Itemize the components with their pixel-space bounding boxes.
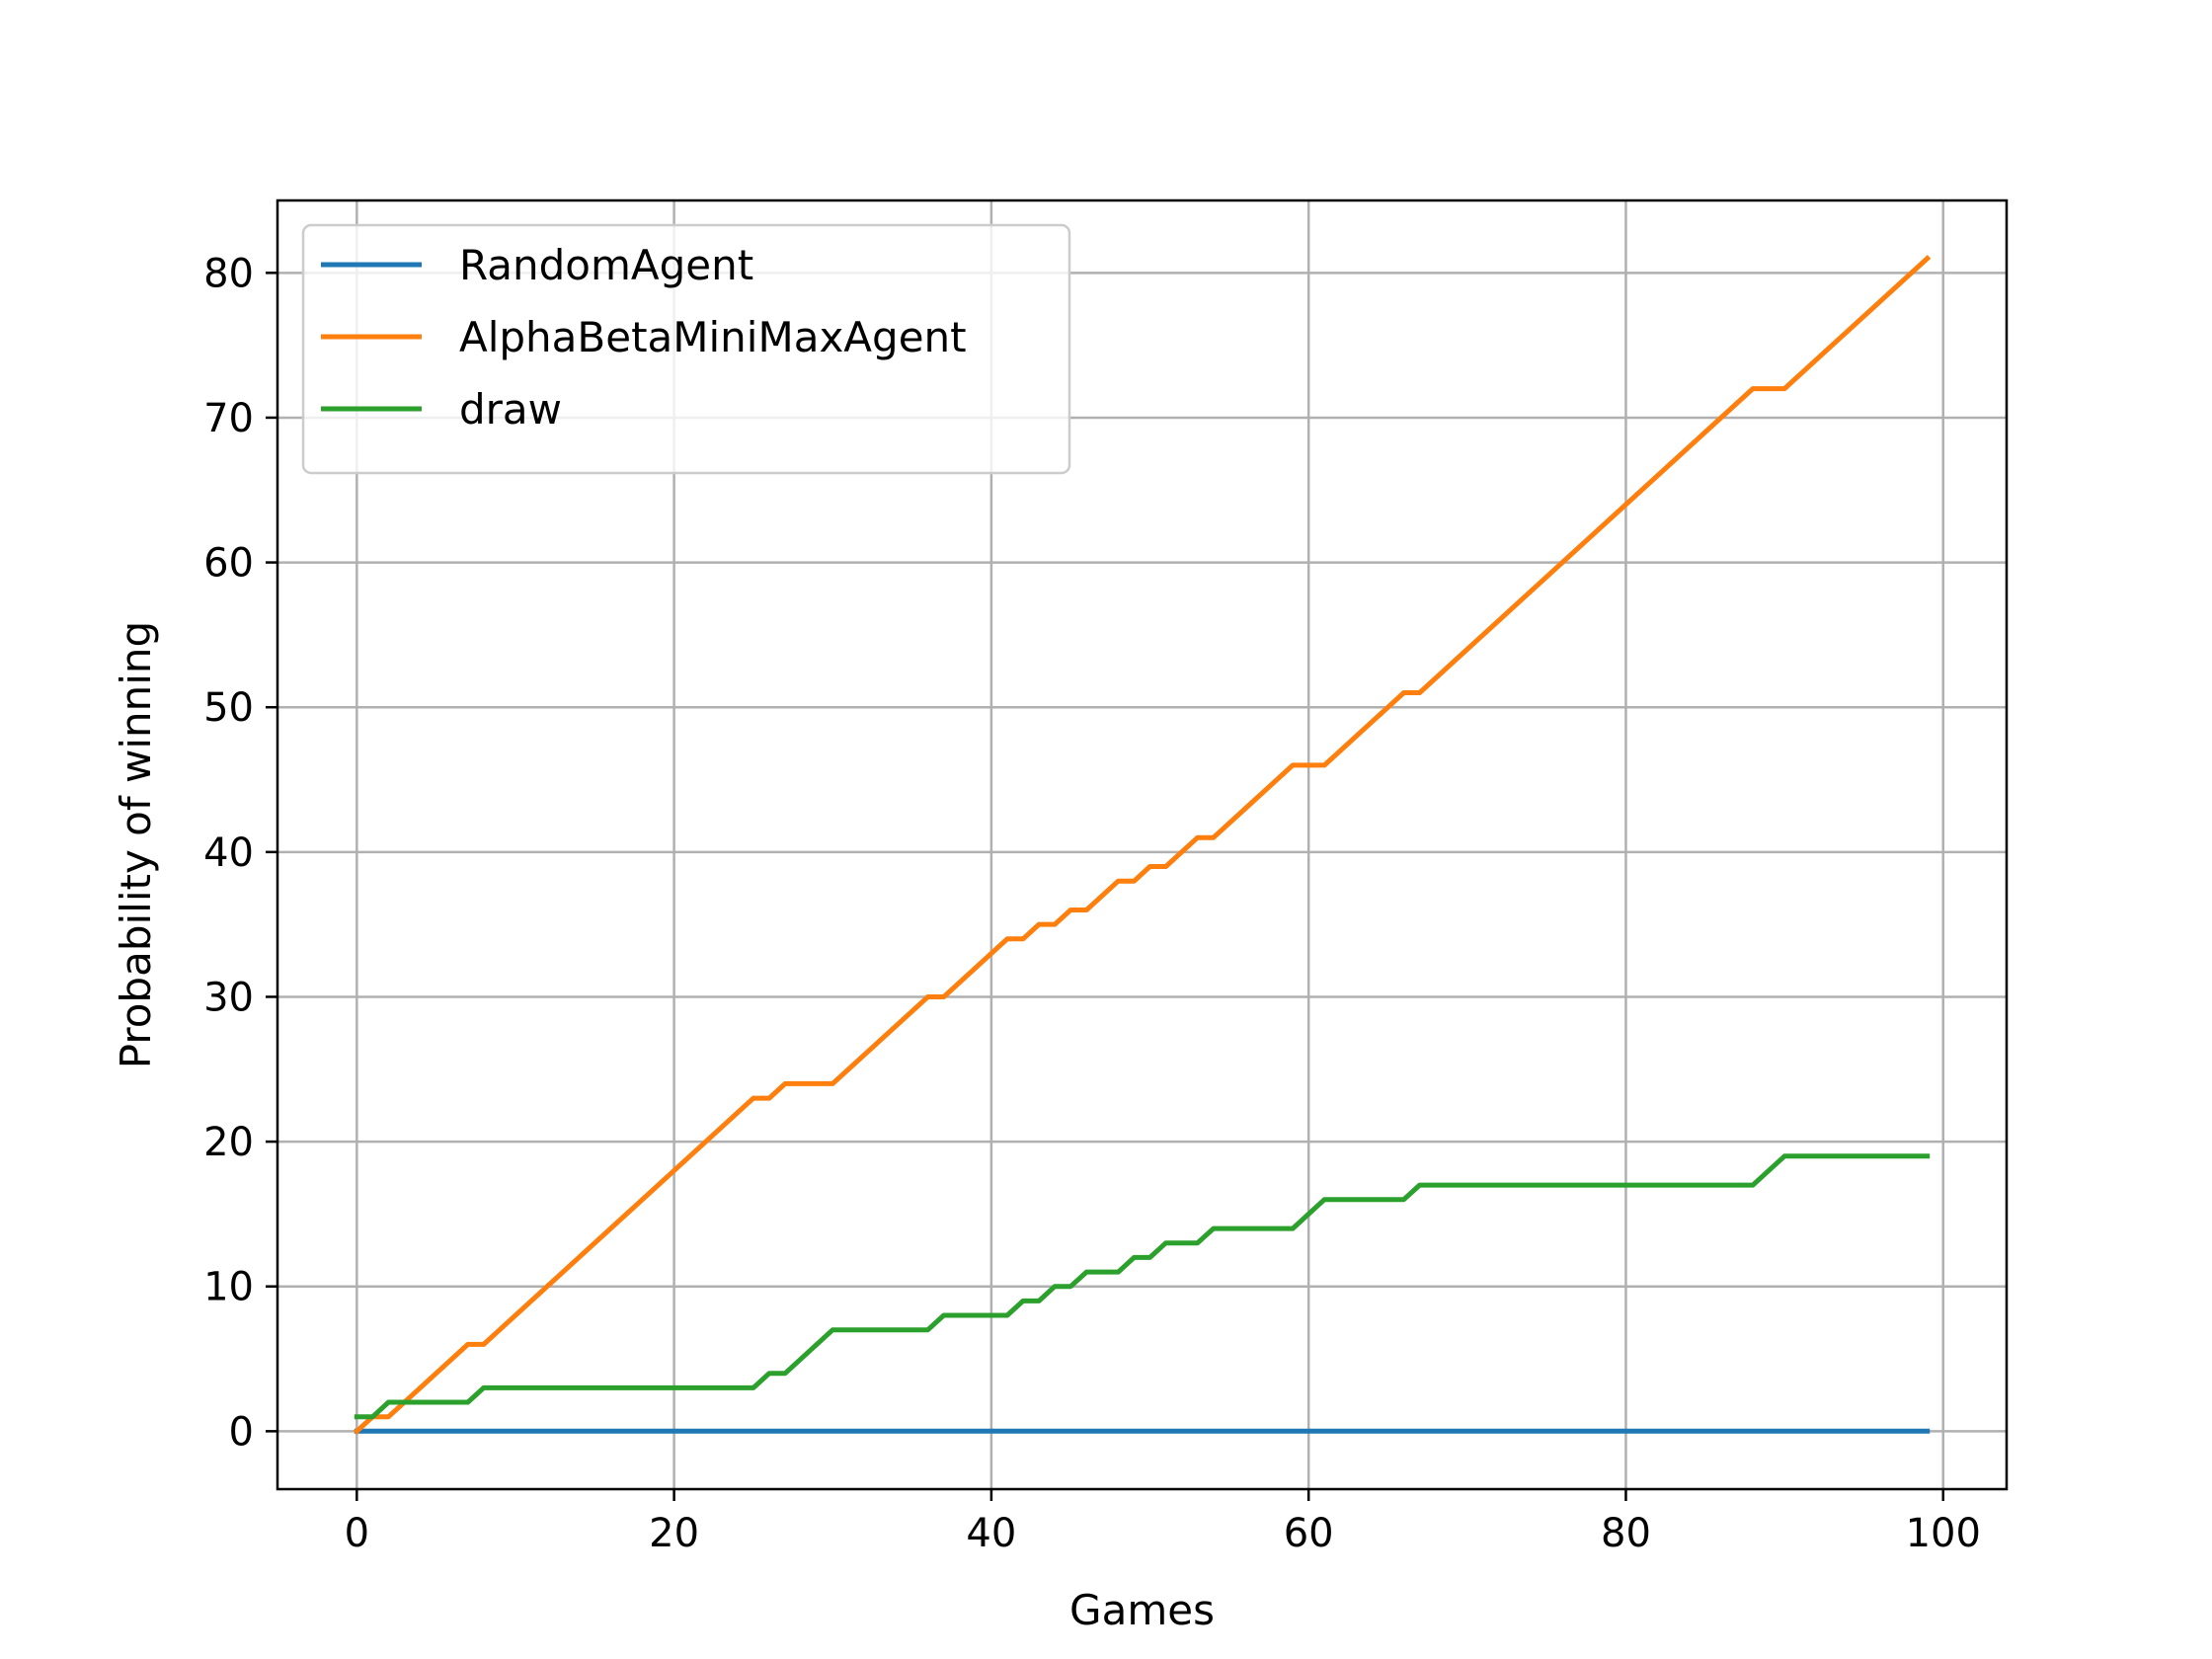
y-tick-label: 40 — [203, 830, 254, 876]
series-line-alphabetaminimaxagent — [353, 255, 1932, 1435]
x-axis-ticks: 0 20 40 60 80 100 — [345, 1489, 1981, 1556]
legend-entry-label: AlphaBetaMiniMaxAgent — [459, 313, 967, 361]
series-lines — [353, 255, 1932, 1435]
legend-box — [301, 223, 1071, 475]
series-line-draw — [354, 1153, 1931, 1420]
legend: RandomAgent AlphaBetaMiniMaxAgent draw — [301, 223, 1071, 475]
y-tick-label: 20 — [203, 1120, 254, 1165]
y-tick-label: 10 — [203, 1265, 254, 1310]
legend-entry-label: draw — [459, 385, 562, 434]
x-tick-label: 20 — [649, 1511, 699, 1556]
legend-entry-label: RandomAgent — [459, 241, 753, 289]
x-axis-label: Games — [1069, 1586, 1215, 1634]
x-tick-label: 100 — [1906, 1511, 1981, 1556]
x-tick-label: 60 — [1284, 1511, 1334, 1556]
y-tick-label: 70 — [203, 396, 254, 441]
x-tick-label: 40 — [966, 1511, 1016, 1556]
y-axis-ticks: 0 10 20 30 40 50 60 70 80 — [203, 251, 277, 1455]
x-tick-label: 80 — [1601, 1511, 1651, 1556]
y-tick-label: 50 — [203, 685, 254, 731]
y-tick-label: 30 — [203, 975, 254, 1020]
y-axis-label: Probability of winning — [112, 621, 160, 1068]
plot-frame — [276, 198, 2009, 1491]
y-tick-label: 0 — [229, 1409, 254, 1455]
y-tick-label: 80 — [203, 251, 254, 296]
x-tick-label: 0 — [345, 1511, 369, 1556]
y-tick-label: 60 — [203, 541, 254, 587]
